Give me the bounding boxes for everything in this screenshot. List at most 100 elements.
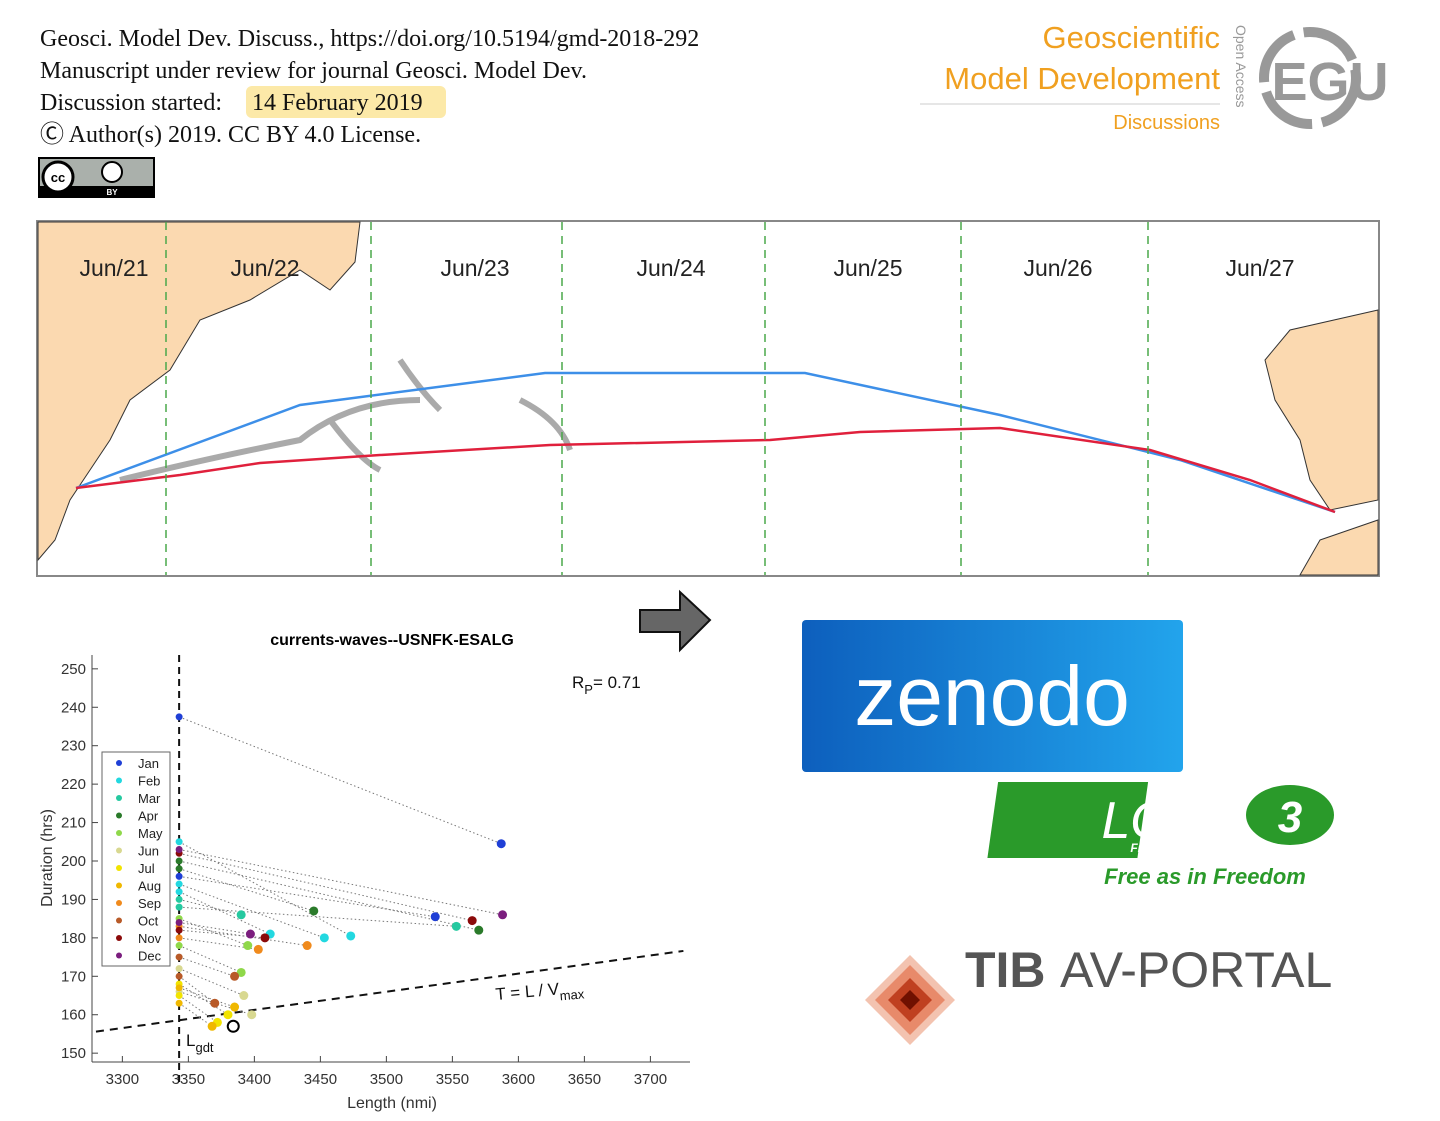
route-link — [178, 945, 242, 973]
gdt-point — [175, 713, 183, 721]
route-link — [178, 883, 325, 939]
point — [210, 998, 220, 1008]
route-link — [178, 975, 216, 1004]
tib-layer — [900, 990, 920, 1010]
legend-label: Jun — [138, 844, 159, 859]
day-label: Jun/22 — [230, 255, 299, 281]
annotation-main: T = L / V — [495, 979, 561, 1004]
cc-text: cc — [51, 170, 65, 185]
legend-label: Jan — [138, 756, 159, 771]
chart-title: currents-waves--USNFK-ESALG — [270, 632, 514, 649]
map: Jun/21 Jun/22 Jun/23 Jun/24 Jun/25 Jun/26 Jun/… — [36, 220, 1380, 577]
journal-section: Discussions — [1113, 112, 1220, 134]
point — [236, 910, 246, 920]
route-link — [178, 987, 235, 1008]
gdt-point — [175, 984, 183, 992]
discussion-label: Discussion started: — [40, 90, 222, 116]
lgpl-text: LGPL — [1102, 792, 1235, 850]
legend-swatch — [116, 777, 122, 784]
zenodo-text: zenodo — [854, 649, 1130, 743]
annotation: T = L / Vmax — [495, 977, 586, 1009]
route-link — [179, 898, 242, 916]
gdt-point — [175, 845, 183, 853]
annotation-tail: = 0.71 — [593, 673, 641, 692]
day-label: Jun/21 — [79, 255, 148, 281]
annotation-sub: gdt — [195, 1040, 213, 1055]
x-tick-label: 3650 — [568, 1071, 601, 1088]
x-tick-label: 3300 — [106, 1071, 139, 1088]
route-link — [178, 1002, 213, 1027]
route-link — [179, 875, 436, 918]
y-tick-label: 150 — [61, 1045, 86, 1062]
legend-label: May — [138, 826, 163, 841]
lgpl-slogan: Free as in Freedom — [1104, 864, 1306, 889]
point — [346, 931, 356, 941]
cc-band — [39, 186, 154, 197]
annotation: Lgdt — [186, 1031, 214, 1055]
egu-text: EGU — [1271, 52, 1388, 112]
point — [247, 1010, 257, 1020]
journal-name: Model Development — [944, 61, 1220, 96]
gdt-point — [175, 895, 183, 903]
legend-swatch — [116, 952, 122, 959]
annotation-sub: P — [584, 682, 593, 697]
journal-name: Geoscientific — [1043, 20, 1220, 55]
route-link — [178, 918, 248, 947]
x-tick-label: 3450 — [304, 1071, 337, 1088]
gdt-point — [175, 926, 183, 934]
legend-swatch — [116, 917, 122, 924]
legend-label: Dec — [138, 949, 162, 964]
point — [230, 1002, 240, 1012]
point — [260, 933, 270, 943]
header-line: Manuscript under review for journal Geos… — [40, 58, 587, 84]
y-tick-label: 240 — [61, 699, 86, 716]
gdt-point — [175, 857, 183, 865]
lgpl-subtitle: Free Software — [1130, 841, 1210, 855]
gdt-point — [175, 999, 183, 1007]
y-tick-label: 210 — [61, 815, 86, 832]
gdt-point — [175, 865, 183, 873]
route-link — [178, 716, 502, 845]
route-link — [179, 921, 251, 935]
date-highlight — [246, 86, 446, 118]
legend-swatch — [116, 830, 122, 836]
route-link — [179, 937, 259, 950]
y-axis-label: Duration (hrs) — [39, 809, 56, 907]
egu-ring — [1259, 27, 1361, 129]
gdt-point — [175, 903, 183, 911]
gdt-point — [175, 992, 183, 1000]
arrow — [639, 589, 712, 653]
y-tick-label: 250 — [61, 661, 86, 678]
x-tick-label: 3700 — [634, 1071, 667, 1088]
open-access: Open Access — [1233, 25, 1249, 108]
gdt-point — [175, 934, 183, 942]
legend-label: Aug — [138, 879, 161, 894]
point — [239, 991, 249, 1001]
gdt-point — [175, 888, 183, 896]
x-tick-label: 3350 — [172, 1071, 205, 1088]
by-text: BY — [106, 188, 118, 197]
point — [236, 967, 246, 977]
day-label: Jun/24 — [636, 255, 705, 281]
land-iberia — [1264, 309, 1379, 511]
legend-swatch — [116, 795, 122, 801]
lgpl-swoosh — [1246, 785, 1334, 845]
point — [474, 925, 484, 935]
vmax-line — [95, 949, 684, 1033]
route-link — [178, 891, 271, 935]
y-tick-label: 220 — [61, 776, 86, 793]
route-link — [179, 860, 479, 931]
point — [451, 921, 461, 931]
annotation-main: R — [572, 673, 584, 692]
gdt-point — [175, 972, 183, 980]
highlight-point — [226, 1019, 240, 1033]
legend-label: Feb — [138, 774, 160, 789]
chart: currents-waves--USNFK-ESALG 3300 3350 3400 3… — [39, 632, 690, 1112]
legend-swatch — [116, 760, 122, 766]
gdt-point — [175, 918, 183, 926]
land-africa — [1299, 519, 1379, 576]
gdt-point — [175, 965, 183, 973]
route-link — [178, 983, 229, 1016]
point — [498, 910, 508, 920]
